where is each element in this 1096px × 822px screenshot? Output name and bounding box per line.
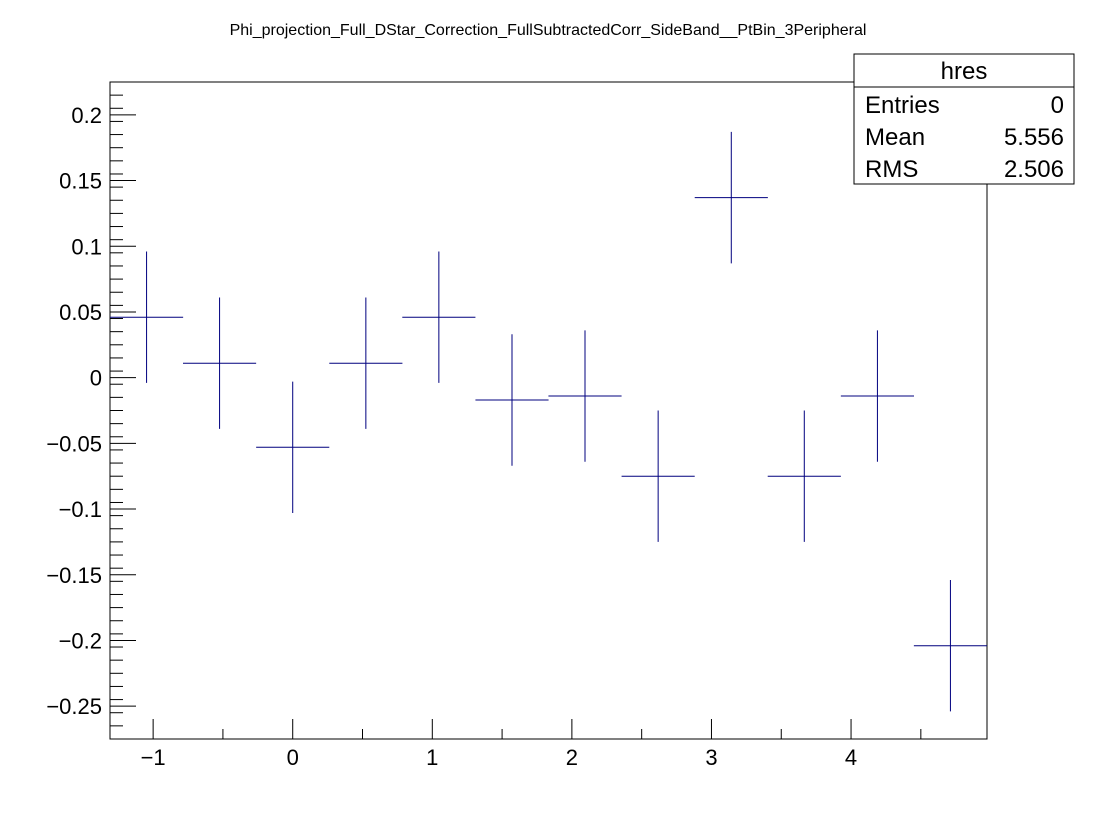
data-point xyxy=(840,330,914,462)
y-tick-label: 0.05 xyxy=(59,300,102,325)
chart-title: Phi_projection_Full_DStar_Correction_Ful… xyxy=(230,22,867,39)
data-point xyxy=(913,580,987,712)
stats-entries-value: 0 xyxy=(1051,92,1064,119)
stats-box-frame xyxy=(853,53,1075,185)
y-axis-tick-labels: −0.25 −0.2 −0.15 −0.1 −0.05 0 0.05 0.1 0.15 0.2 xyxy=(46,103,102,719)
data-point xyxy=(329,297,403,429)
data-point xyxy=(402,251,476,383)
x-tick-label: 3 xyxy=(705,745,717,770)
x-tick-label: 1 xyxy=(426,745,438,770)
y-tick-label: −0.15 xyxy=(46,563,102,588)
data-point xyxy=(694,131,768,264)
stats-rms-label: RMS xyxy=(865,156,918,183)
data-series xyxy=(110,131,987,712)
data-point xyxy=(183,297,257,429)
stats-mean-value: 5.556 xyxy=(1004,124,1064,151)
y-tick-label: −0.1 xyxy=(59,497,102,522)
y-tick-label: 0.2 xyxy=(71,103,102,128)
data-point xyxy=(621,410,695,542)
stats-mean-label: Mean xyxy=(865,124,925,151)
stats-entries-label: Entries xyxy=(865,92,940,119)
data-point xyxy=(256,381,330,513)
y-tick-label: 0.15 xyxy=(59,169,102,194)
x-tick-label: 4 xyxy=(845,745,857,770)
y-tick-label: 0 xyxy=(90,366,102,391)
stats-box-title: hres xyxy=(941,58,988,85)
data-point xyxy=(475,334,549,466)
x-tick-label: 0 xyxy=(287,745,299,770)
data-point xyxy=(110,251,184,383)
x-tick-label: −1 xyxy=(141,745,166,770)
y-tick-label: −0.25 xyxy=(46,694,102,719)
stats-box: hres Entries 0 Mean 5.556 RMS 2.506 xyxy=(853,53,1075,185)
y-tick-label: 0.1 xyxy=(71,234,102,259)
axis-ticks xyxy=(110,81,922,740)
y-tick-label: −0.05 xyxy=(46,431,102,456)
y-tick-label: −0.2 xyxy=(59,628,102,653)
x-tick-label: 2 xyxy=(566,745,578,770)
x-axis-tick-labels: −1 0 1 2 3 4 xyxy=(141,745,858,770)
data-point xyxy=(548,330,622,462)
stats-rms-value: 2.506 xyxy=(1004,156,1064,183)
data-point xyxy=(767,410,841,542)
